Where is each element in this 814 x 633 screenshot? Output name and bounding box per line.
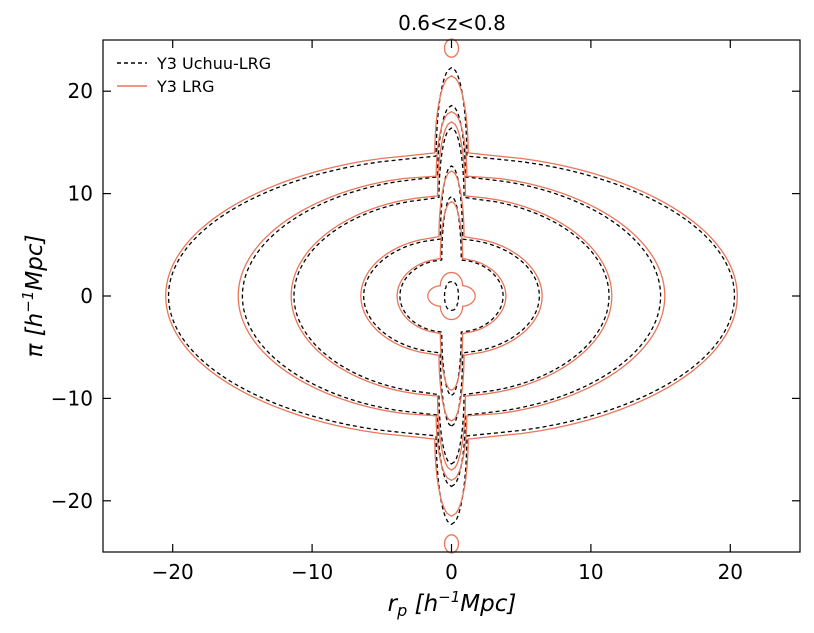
tick-layer: −20 −10 0 10 20 −20 −10 0 10 20: [51, 40, 800, 584]
uchuu-lrg-contour: [363, 165, 540, 427]
y-tick-label: 10: [68, 182, 93, 206]
y-tick-label: −10: [51, 386, 93, 410]
lrg-contour: [360, 170, 543, 422]
chart-title: 0.6<z<0.8: [398, 11, 506, 35]
y-tick-label: −20: [51, 489, 93, 513]
x-tick-label: 20: [718, 560, 743, 584]
y-tick-label: 0: [80, 284, 93, 308]
lrg-contour: [165, 75, 738, 517]
uchuu-lrg-contour: [399, 195, 504, 397]
x-tick-label: −10: [291, 560, 333, 584]
x-axis-label: rp [h−1Mpc]: [388, 588, 517, 620]
y-tick-label: 20: [68, 79, 93, 103]
uchuu-lrg-contour: [241, 104, 662, 488]
lrg-contour: [427, 271, 476, 321]
lrg-contour: [290, 121, 613, 471]
lrg-contour: [237, 110, 666, 482]
contour-layer: [165, 38, 738, 554]
uchuu-lrg-contour: [443, 281, 460, 311]
legend: Y3 Uchuu-LRG Y3 LRG: [117, 54, 271, 96]
legend-label-lrg: Y3 LRG: [156, 77, 214, 96]
x-tick-label: 10: [578, 560, 603, 584]
lrg-contour-island: [443, 534, 460, 554]
x-tick-label: 0: [445, 560, 458, 584]
uchuu-lrg-contour: [293, 127, 610, 465]
uchuu-lrg-contour: [167, 66, 736, 526]
lrg-contour-island: [443, 38, 460, 58]
lrg-contour: [396, 201, 507, 391]
x-tick-label: −20: [152, 560, 194, 584]
legend-label-uchuu: Y3 Uchuu-LRG: [156, 54, 271, 73]
